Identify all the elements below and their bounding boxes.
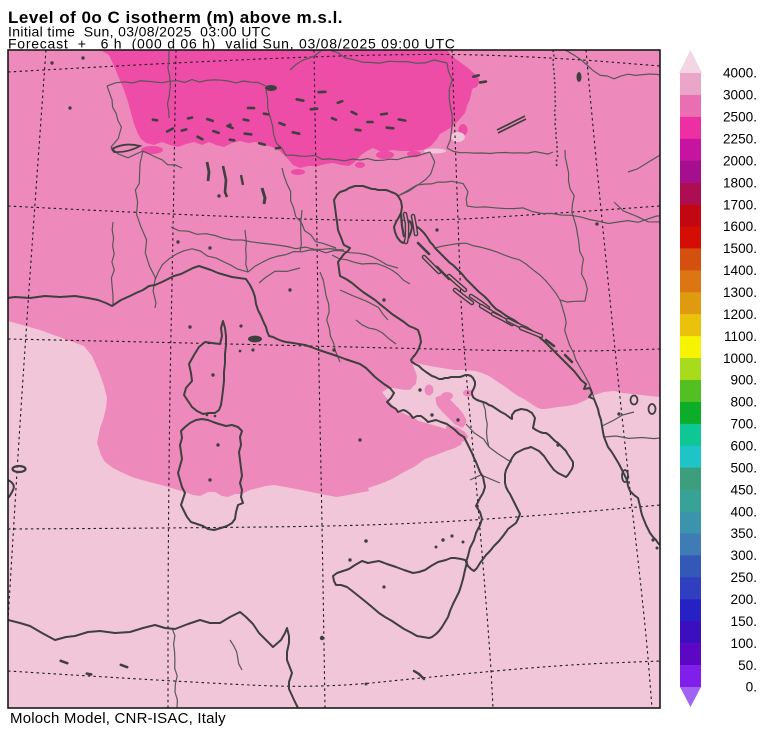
svg-text:2250.: 2250.: [723, 132, 757, 147]
svg-text:450.: 450.: [731, 482, 757, 497]
svg-text:0.: 0.: [746, 680, 757, 695]
svg-text:500.: 500.: [731, 460, 757, 475]
svg-text:800.: 800.: [731, 395, 757, 410]
svg-text:1400.: 1400.: [723, 263, 757, 278]
svg-text:100.: 100.: [731, 636, 757, 651]
svg-text:350.: 350.: [731, 526, 757, 541]
svg-text:1000.: 1000.: [723, 351, 757, 366]
svg-text:1500.: 1500.: [723, 241, 757, 256]
svg-text:2500.: 2500.: [723, 110, 757, 125]
svg-text:600.: 600.: [731, 439, 757, 454]
svg-text:4000.: 4000.: [723, 66, 757, 81]
svg-text:2000.: 2000.: [723, 153, 757, 168]
svg-text:50.: 50.: [738, 658, 757, 673]
svg-text:1100.: 1100.: [724, 329, 757, 344]
svg-text:150.: 150.: [731, 614, 757, 629]
svg-text:400.: 400.: [731, 504, 757, 519]
svg-text:Forecast + 6 h (000 d 06 h: Forecast + 6 h (000 d 06 h) valid Sun, 0…: [8, 36, 456, 52]
svg-text:1200.: 1200.: [723, 307, 757, 322]
svg-text:900.: 900.: [731, 373, 757, 388]
svg-text:1800.: 1800.: [723, 175, 757, 190]
svg-text:700.: 700.: [731, 417, 757, 432]
svg-text:1700.: 1700.: [723, 197, 757, 212]
svg-text:3000.: 3000.: [723, 88, 757, 103]
svg-text:250.: 250.: [731, 570, 757, 585]
svg-text:Initial time Sun, 03/08/2025: Initial time Sun, 03/08/2025 03:00 UTC: [8, 24, 271, 40]
svg-text:Level of 0o C isotherm (m) abo: Level of 0o C isotherm (m) above m.s.l.: [8, 8, 343, 27]
svg-text:1300.: 1300.: [723, 285, 757, 300]
svg-text:1600.: 1600.: [723, 219, 757, 234]
svg-text:200.: 200.: [731, 592, 757, 607]
svg-text:300.: 300.: [731, 548, 757, 563]
svg-text:Moloch Model, CNR-ISAC, Italy: Moloch Model, CNR-ISAC, Italy: [10, 710, 226, 727]
